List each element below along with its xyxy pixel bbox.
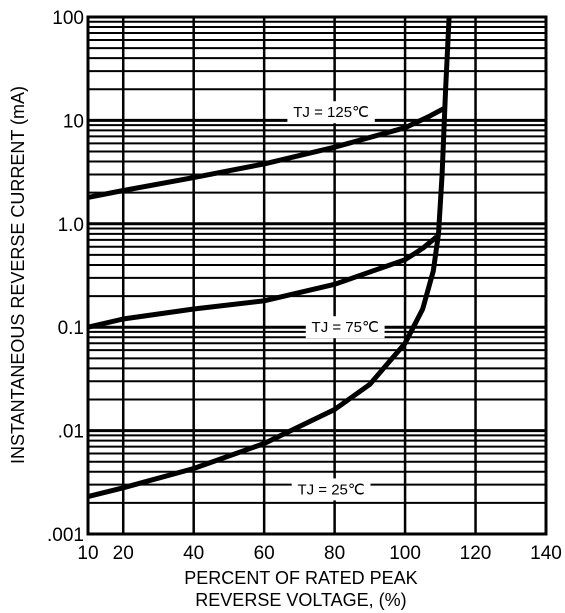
curve-label: TJ = 125℃	[293, 104, 369, 121]
curve-label: TJ = 25℃	[297, 481, 364, 498]
grid	[88, 17, 546, 534]
x-tick-label: 140	[530, 543, 562, 564]
curve-label-bg	[291, 478, 371, 501]
y-tick-label: .01	[58, 422, 84, 443]
x-tick-label: 40	[183, 543, 204, 564]
series-line-1	[87, 234, 439, 330]
y-tick-label: .001	[47, 525, 84, 546]
series-line-2	[87, 16, 452, 500]
x-tick-label: 10	[77, 543, 98, 564]
curve-label-bg	[305, 316, 385, 339]
x-tick-label: 120	[460, 543, 492, 564]
x-axis-title-line-1: PERCENT OF RATED PEAK	[184, 568, 417, 588]
y-tick-label: 1.0	[58, 215, 84, 236]
x-tick-label: 60	[254, 543, 275, 564]
y-tick-label: 0.1	[58, 318, 84, 339]
x-tick-label: 80	[324, 543, 345, 564]
x-axis-title-line-2: REVERSE VOLTAGE, (%)	[195, 590, 406, 610]
y-tick-label: 10	[63, 111, 84, 132]
x-tick-label: 100	[389, 543, 421, 564]
tick-labels: 10 20 40 60 80 100 120 140 100 10 1.0 0.1 .01 .001	[47, 8, 562, 564]
x-tick-label: 20	[113, 543, 134, 564]
y-axis-title: INSTANTANEOUS REVERSE CURRENT (mA)	[8, 86, 28, 464]
series-lines	[87, 16, 452, 500]
curve-label: TJ = 75℃	[312, 319, 379, 336]
y-tick-label: 100	[52, 8, 84, 29]
curve-label-bg	[287, 101, 375, 124]
curve-annotations: TJ = 125℃ TJ = 75℃ TJ = 25℃	[287, 101, 385, 501]
plot-frame	[86, 15, 548, 536]
series-line-0	[87, 106, 445, 200]
